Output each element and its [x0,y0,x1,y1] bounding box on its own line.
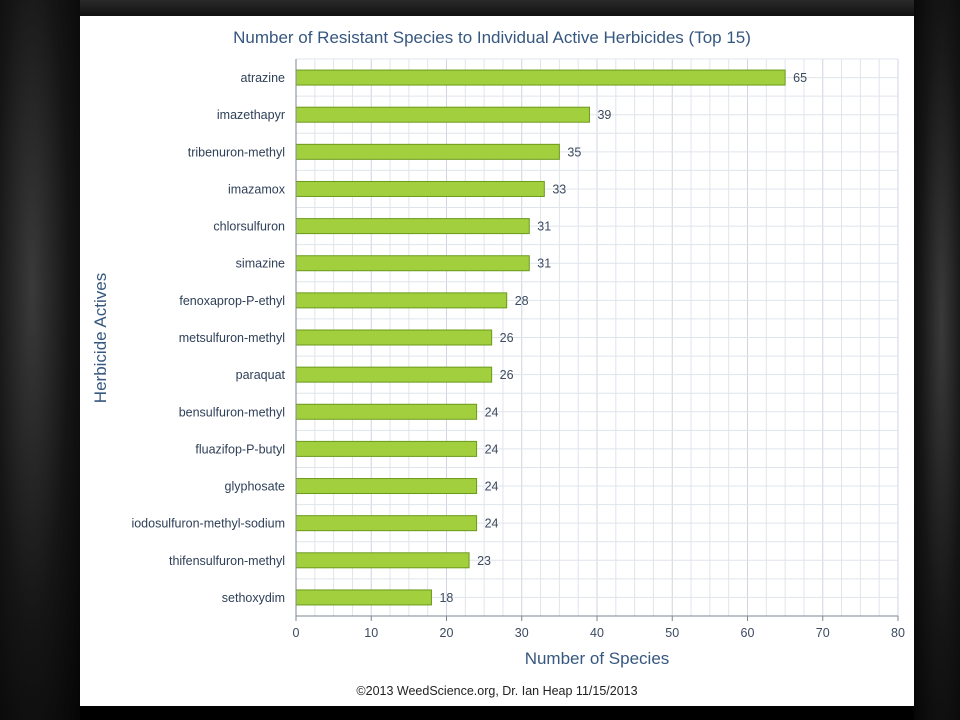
bar-sethoxydim [295,589,432,606]
value-label: 28 [515,294,529,308]
background-right [914,0,960,720]
value-label: 24 [485,405,499,419]
value-label: 35 [567,145,581,159]
category-label: bensulfuron-methyl [179,405,285,419]
bar-metsulfuron-methyl [295,329,493,346]
bar-imazamox [295,180,545,197]
bar-glyphosate [295,478,478,495]
value-label: 23 [477,554,491,568]
bar-fenoxaprop-P-ethyl [295,292,508,309]
x-tick-label: 50 [665,626,679,640]
x-tick-label: 40 [590,626,604,640]
category-label: chlorsulfuron [213,220,285,234]
category-label: tribenuron-methyl [188,145,285,159]
x-tick-label: 60 [741,626,755,640]
bar-chart: atrazine 65 imazethapyr 39 tribenuron-methyl… [91,28,905,698]
category-label: metsulfuron-methyl [179,331,285,345]
value-label: 24 [485,517,499,531]
bar-fluazifop-P-butyl [295,440,478,457]
value-label: 26 [500,331,514,345]
value-label: 39 [597,108,611,122]
category-label: imazamox [228,182,286,196]
category-label: fenoxaprop-P-ethyl [179,294,285,308]
axes: 0 10 20 30 40 50 60 70 80 [293,59,905,640]
bar-atrazine [295,69,786,86]
x-tick-label: 20 [440,626,454,640]
bar-tribenuron-methyl [295,143,560,160]
value-label: 24 [485,480,499,494]
x-tick-label: 70 [816,626,830,640]
value-label: 31 [537,220,551,234]
chart-panel: atrazine 65 imazethapyr 39 tribenuron-methyl… [80,16,914,706]
category-label: imazethapyr [217,108,285,122]
value-label: 26 [500,368,514,382]
background-top [80,0,914,16]
category-label: thifensulfuron-methyl [169,554,285,568]
category-label: atrazine [241,71,286,85]
y-axis-title: Herbicide Actives [91,273,110,403]
value-label: 33 [552,182,566,196]
bar-paraquat [295,366,493,383]
category-label: fluazifop-P-butyl [195,442,285,456]
category-label: paraquat [236,368,286,382]
x-tick-label: 80 [891,626,905,640]
value-label: 24 [485,442,499,456]
copyright-credit: ©2013 WeedScience.org, Dr. Ian Heap 11/1… [356,684,637,698]
bar-imazethapyr [295,106,590,123]
value-label: 31 [537,257,551,271]
value-label: 18 [439,591,453,605]
background-left [0,0,80,720]
x-tick-label: 0 [293,626,300,640]
bar-chlorsulfuron [295,218,530,235]
bar-thifensulfuron-methyl [295,552,470,569]
bars: atrazine 65 imazethapyr 39 tribenuron-methyl… [131,69,807,606]
x-tick-label: 10 [364,626,378,640]
category-label: simazine [236,257,285,271]
bar-simazine [295,255,530,272]
value-label: 65 [793,71,807,85]
category-label: glyphosate [225,480,286,494]
x-axis-title: Number of Species [525,649,670,668]
chart-title: Number of Resistant Species to Individua… [233,28,751,47]
bar-iodosulfuron-methyl-sodium [295,515,478,532]
category-label: iodosulfuron-methyl-sodium [131,517,285,531]
x-tick-label: 30 [515,626,529,640]
bar-bensulfuron-methyl [295,403,478,420]
category-label: sethoxydim [222,591,285,605]
